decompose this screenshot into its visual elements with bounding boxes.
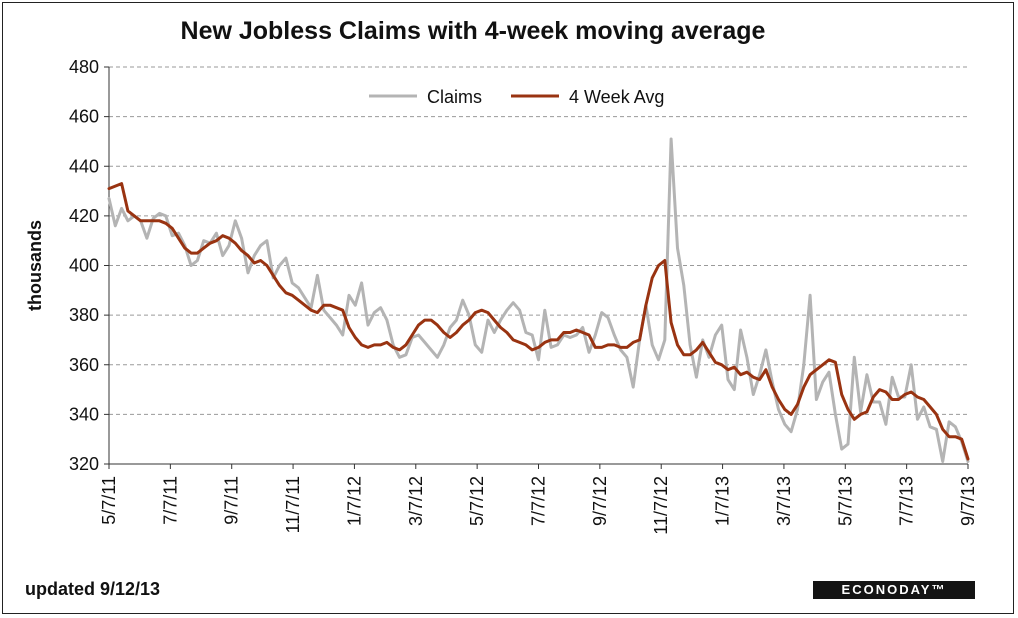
x-tick-label: 5/7/13: [835, 476, 855, 526]
series-line-claims: [107, 137, 970, 463]
y-axis-label: thousands: [25, 220, 45, 311]
x-tick-label: 9/7/13: [958, 476, 978, 526]
gridlines: [109, 66, 968, 415]
y-tick-label: 440: [69, 156, 99, 176]
x-tick-label: 9/7/12: [590, 476, 610, 526]
legend: Claims 4 Week Avg: [369, 87, 664, 107]
x-tick-label: 5/7/12: [467, 476, 487, 526]
chart-title: New Jobless Claims with 4-week moving av…: [180, 17, 766, 45]
x-tick-label: 5/7/11: [99, 476, 119, 525]
y-tick-label: 480: [69, 57, 99, 77]
y-tick-label: 380: [69, 305, 99, 325]
x-tick-label: 7/7/13: [897, 476, 917, 526]
x-tick-label: 9/7/11: [222, 476, 242, 525]
chart-svg: 320 340 360 380 400 420 440 460 480 thousands 5/7/…: [25, 57, 978, 535]
x-tick-label: 7/7/11: [160, 476, 180, 525]
x-tick-label: 3/7/13: [774, 476, 794, 526]
x-tick-label: 3/7/12: [406, 476, 426, 526]
x-tick-label: 11/7/11: [283, 476, 303, 533]
x-tick-label: 7/7/12: [529, 476, 549, 526]
y-tick-label: 340: [69, 404, 99, 424]
updated-note: updated 9/12/13: [25, 579, 161, 599]
x-tick-label: 1/7/12: [344, 476, 364, 526]
legend-label: 4 Week Avg: [569, 87, 664, 107]
series-layer: [107, 137, 970, 463]
y-tick-label: 360: [69, 355, 99, 375]
y-tick-label: 420: [69, 206, 99, 226]
axes: 320 340 360 380 400 420 440 460 480 thousands 5/7/…: [25, 57, 978, 535]
x-tick-label: 11/7/12: [651, 476, 671, 535]
x-tick-label: 1/7/13: [713, 476, 733, 526]
y-tick-label: 320: [69, 454, 99, 474]
series-line-4-week-avg: [107, 182, 970, 461]
econoday-logo: ECONODAY™: [813, 581, 975, 599]
y-tick-label: 460: [69, 107, 99, 127]
y-tick-label: 400: [69, 256, 99, 276]
legend-label: Claims: [427, 87, 482, 107]
